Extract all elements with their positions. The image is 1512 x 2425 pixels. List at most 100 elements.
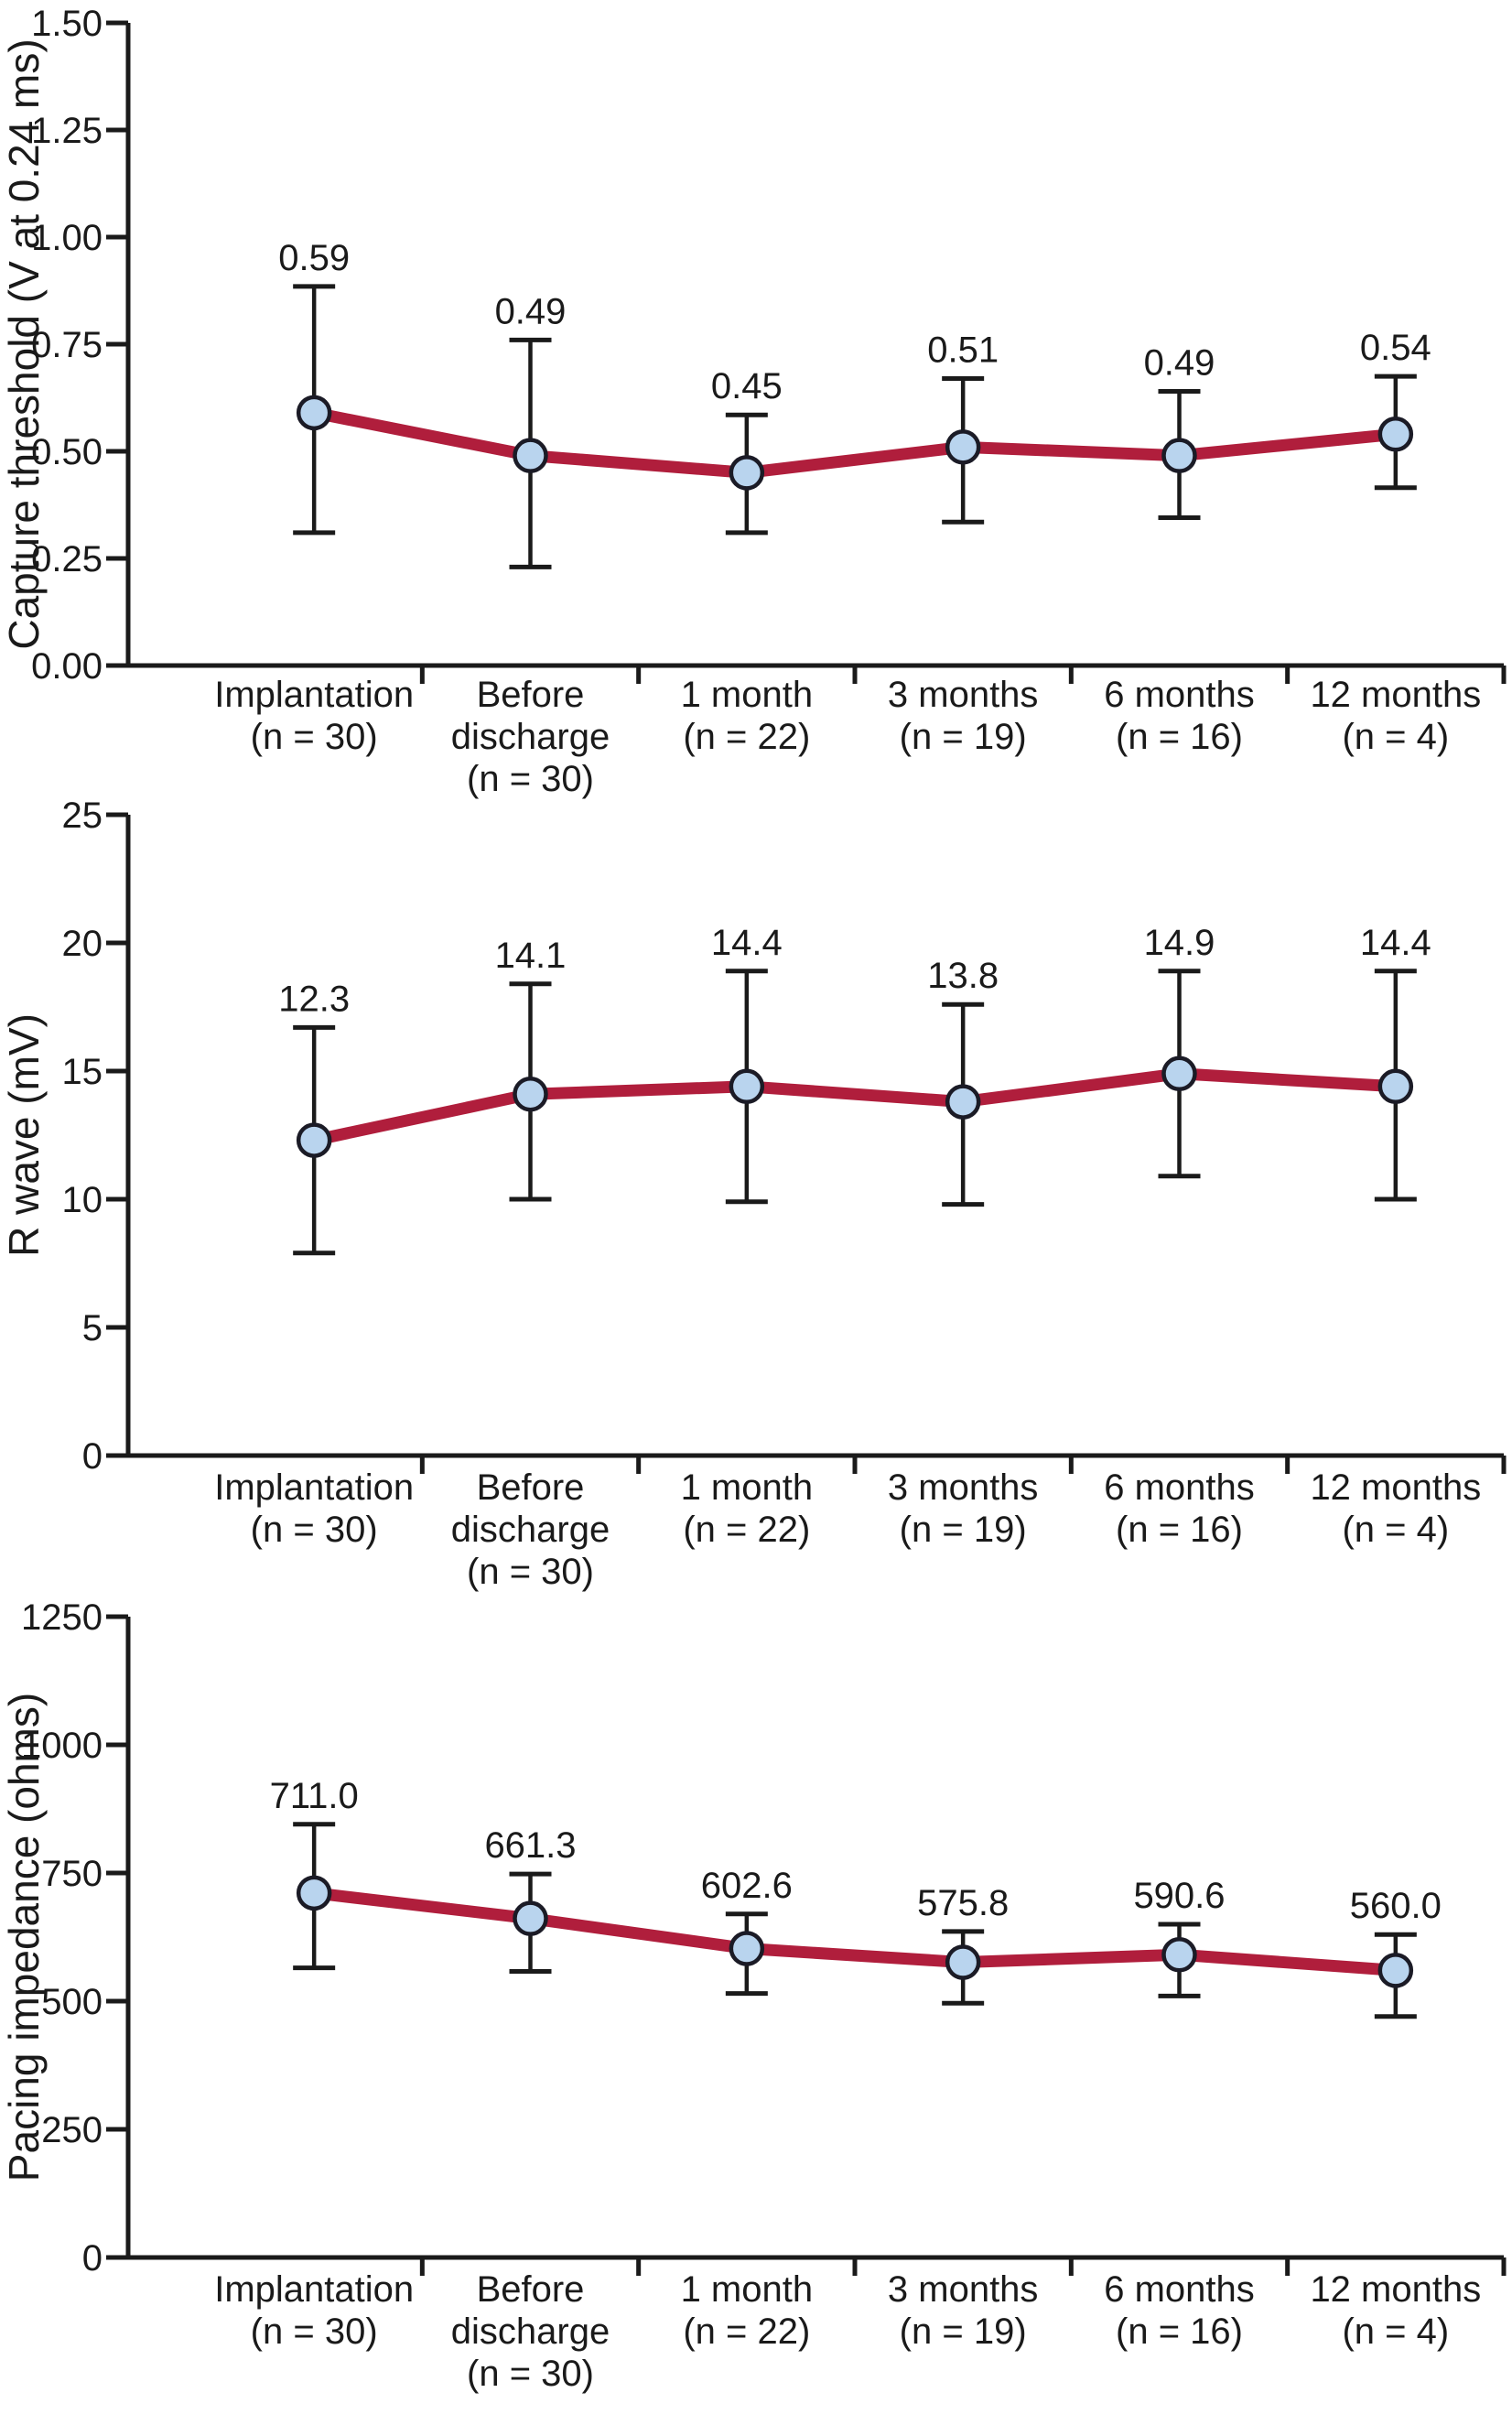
category-label: (n = 30) — [467, 1552, 594, 1592]
category-label: Implantation — [214, 675, 414, 715]
category-label: (n = 30) — [467, 2354, 594, 2394]
y-tick-label: 1000 — [21, 1726, 103, 1766]
y-tick-label: 0.75 — [31, 325, 103, 365]
data-point — [729, 1068, 765, 1105]
category-label: (n = 4) — [1342, 2311, 1449, 2352]
category-label: 3 months — [888, 675, 1039, 715]
data-point — [513, 438, 548, 473]
y-tick-label: 1250 — [21, 1597, 103, 1638]
y-axis-title-capture-threshold: Capture threshold (V at 0.24 ms) — [0, 38, 48, 649]
y-tick-label: 1.50 — [31, 4, 103, 44]
value-label: 0.51 — [927, 330, 999, 370]
y-tick-label: 750 — [41, 1854, 103, 1894]
y-tick-label: 0 — [82, 1436, 103, 1477]
data-point — [1161, 1937, 1197, 1973]
y-tick-label: 0.25 — [31, 539, 103, 579]
data-point — [1161, 438, 1197, 473]
value-label: 602.6 — [701, 1866, 793, 1906]
y-tick-label: 500 — [41, 1982, 103, 2022]
category-label: 12 months — [1310, 1467, 1481, 1508]
y-tick-label: 20 — [62, 924, 103, 964]
value-label: 560.0 — [1350, 1886, 1442, 1926]
value-label: 0.59 — [278, 238, 350, 278]
value-label: 661.3 — [484, 1825, 576, 1866]
data-point — [1161, 1056, 1197, 1092]
category-label: (n = 22) — [683, 2311, 810, 2352]
category-label: (n = 30) — [467, 759, 594, 799]
value-label: 0.49 — [1144, 342, 1215, 383]
value-label: 13.8 — [927, 956, 999, 996]
category-label: 6 months — [1104, 675, 1255, 715]
y-tick-label: 1.25 — [31, 111, 103, 151]
value-label: 711.0 — [270, 1776, 359, 1816]
value-label: 0.49 — [495, 291, 567, 331]
category-label: (n = 30) — [251, 717, 378, 757]
category-label: Implantation — [214, 2269, 414, 2310]
category-label: 6 months — [1104, 1467, 1255, 1508]
data-point — [513, 1076, 548, 1112]
data-point — [729, 455, 765, 491]
category-label: Implantation — [214, 1467, 414, 1508]
category-label: Before — [477, 1467, 585, 1508]
value-label: 12.3 — [278, 979, 350, 1019]
y-tick-label: 0 — [82, 2238, 103, 2279]
category-label: (n = 30) — [251, 1510, 378, 1550]
category-label: 1 month — [681, 1467, 814, 1508]
value-label: 14.9 — [1144, 923, 1215, 963]
value-label: 0.54 — [1360, 328, 1431, 368]
series-line — [312, 406, 1397, 479]
category-label: discharge — [451, 717, 610, 757]
series-line — [312, 1067, 1397, 1146]
value-label: 14.4 — [1360, 923, 1431, 963]
data-point — [296, 395, 332, 431]
value-label: 0.45 — [711, 366, 783, 406]
category-label: (n = 30) — [251, 2311, 378, 2352]
value-label: 14.1 — [495, 936, 567, 976]
category-label: (n = 4) — [1342, 1510, 1449, 1550]
data-point — [729, 1931, 765, 1966]
category-label: (n = 16) — [1116, 2311, 1243, 2352]
y-tick-label: 10 — [62, 1180, 103, 1220]
category-label: discharge — [451, 2311, 610, 2352]
data-point — [945, 1944, 981, 1980]
category-label: discharge — [451, 1510, 610, 1550]
data-point — [945, 1084, 981, 1120]
data-point — [296, 1875, 332, 1911]
value-label: 14.4 — [711, 923, 783, 963]
category-label: (n = 19) — [900, 1510, 1027, 1550]
category-label: 12 months — [1310, 675, 1481, 715]
category-label: 1 month — [681, 675, 814, 715]
category-label: (n = 22) — [683, 717, 810, 757]
category-label: (n = 19) — [900, 717, 1027, 757]
y-tick-label: 0.50 — [31, 432, 103, 472]
y-tick-label: 25 — [62, 796, 103, 836]
y-axis-title-pacing-impedance: Pacing impedance (ohms) — [0, 1693, 48, 2181]
category-label: 3 months — [888, 1467, 1039, 1508]
category-label: (n = 16) — [1116, 717, 1243, 757]
category-label: 3 months — [888, 2269, 1039, 2310]
data-point — [1377, 1068, 1414, 1105]
category-label: (n = 4) — [1342, 717, 1449, 757]
value-label: 575.8 — [917, 1883, 1009, 1923]
y-axis-title-r-wave: R wave (mV) — [0, 1013, 48, 1257]
series-line — [313, 1887, 1397, 1976]
category-label: 1 month — [681, 2269, 814, 2310]
category-label: Before — [477, 675, 585, 715]
category-label: 12 months — [1310, 2269, 1481, 2310]
y-tick-label: 0.00 — [31, 646, 103, 687]
y-tick-label: 15 — [62, 1052, 103, 1092]
value-label: 590.6 — [1133, 1876, 1225, 1916]
data-point — [1377, 417, 1414, 452]
data-point — [513, 1900, 548, 1936]
data-point — [296, 1122, 332, 1158]
category-label: (n = 22) — [683, 1510, 810, 1550]
category-label: (n = 16) — [1116, 1510, 1243, 1550]
data-point — [945, 429, 981, 465]
y-tick-label: 5 — [82, 1308, 103, 1348]
data-point — [1377, 1953, 1414, 1988]
category-label: (n = 19) — [900, 2311, 1027, 2352]
category-label: Before — [477, 2269, 585, 2310]
y-tick-label: 250 — [41, 2110, 103, 2150]
